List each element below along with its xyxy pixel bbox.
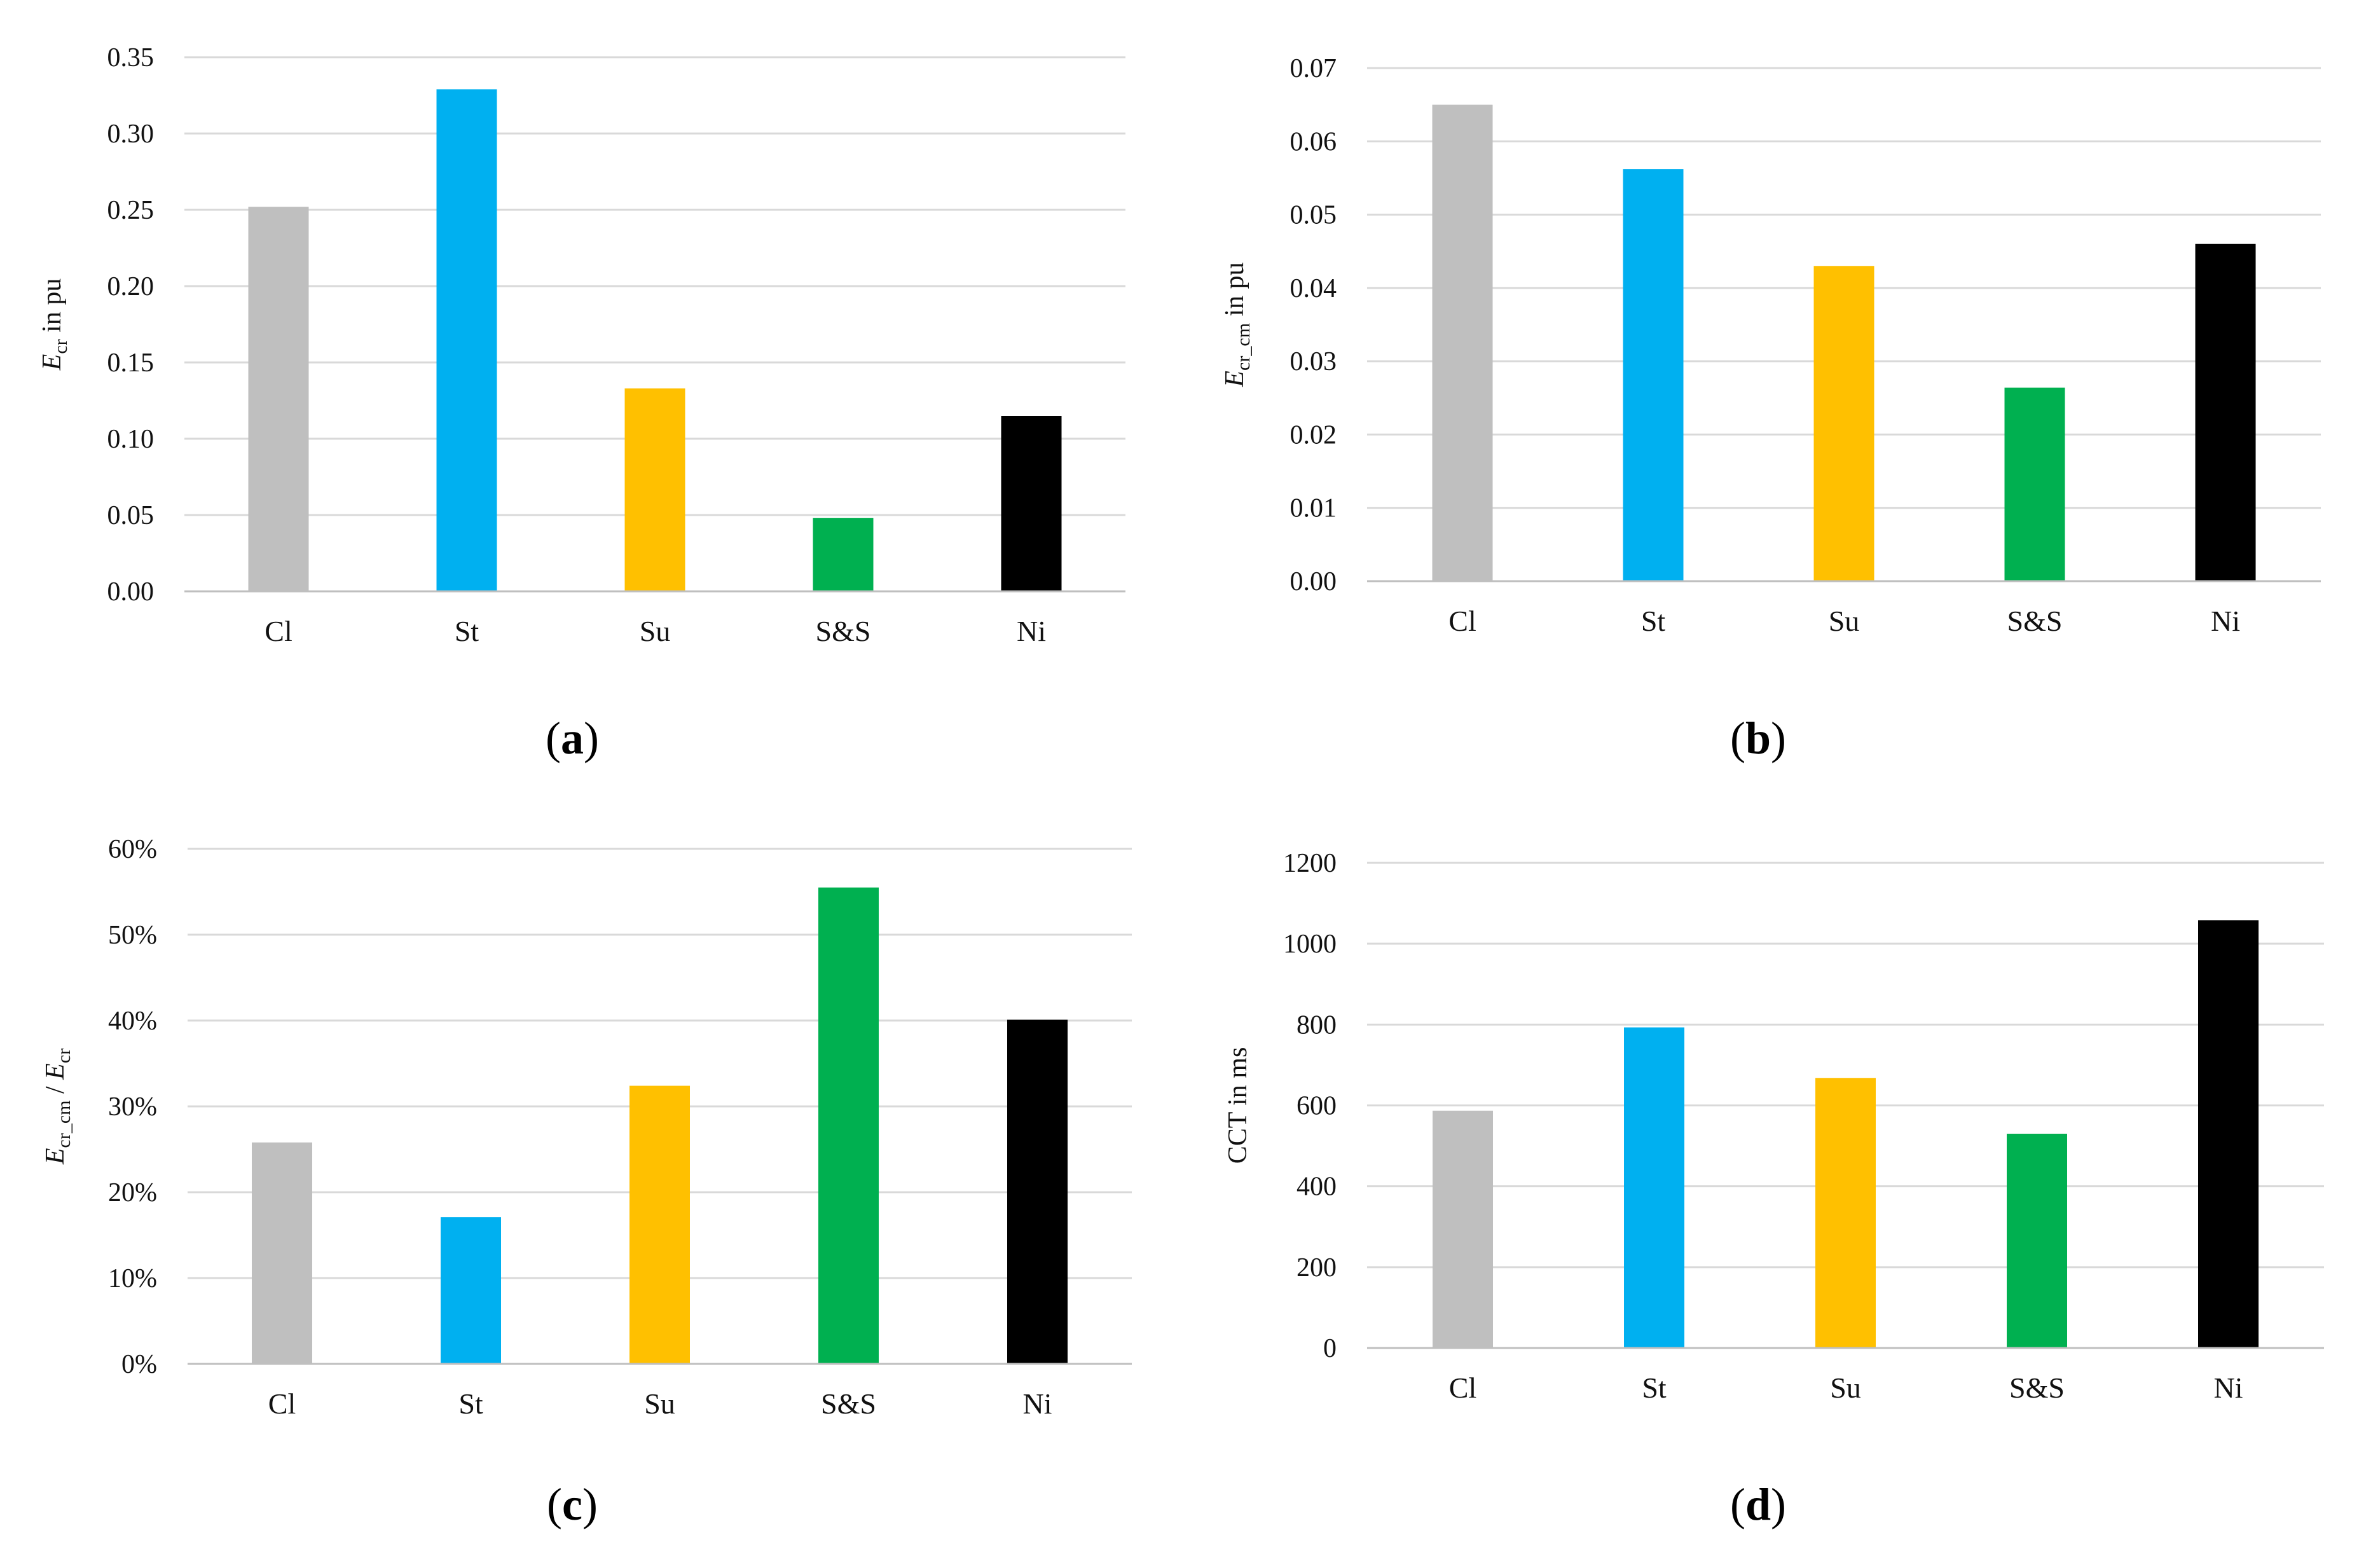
panel-d: 0 200 400 600 800 1000 1200 Cl St Su S&S Ni CCT in m…	[1223, 849, 2324, 1530]
bar-cl	[1432, 104, 1493, 582]
x-tick-label: Ni	[2211, 605, 2240, 637]
x-tick-label: Ni	[2214, 1372, 2243, 1404]
y-label-text: /	[41, 1080, 70, 1101]
y-tick-label: 0.20	[107, 272, 155, 301]
bar-ni	[1007, 1019, 1068, 1364]
panel-label: (a)	[546, 713, 599, 764]
y-tick-label: 60%	[108, 835, 157, 864]
y-tick-label: 200	[1296, 1253, 1337, 1283]
panel-a: 0.00 0.05 0.10 0.15 0.20 0.25 0.30 0.35 Cl St Su S&…	[38, 43, 1125, 764]
y-tick-label: 0.30	[107, 120, 155, 149]
y-label-text: in pu	[1220, 262, 1249, 323]
y-tick-label: 0.00	[1290, 567, 1337, 596]
y-tick-label: 600	[1296, 1092, 1337, 1121]
bar-sands	[2004, 387, 2065, 581]
y-label-symbol: E	[38, 354, 67, 371]
y-tick-label: 0.05	[107, 501, 155, 530]
x-tick-label: Cl	[268, 1387, 296, 1420]
x-tick-label: Su	[1829, 605, 1860, 637]
bar-st	[1624, 1027, 1684, 1348]
y-label-symbol: E	[41, 1148, 70, 1165]
x-tick-label: S&S	[2009, 1372, 2065, 1404]
y-tick-label: 0.03	[1290, 347, 1337, 376]
y-tick-label: 0.06	[1290, 127, 1337, 156]
y-tick-label: 30%	[108, 1092, 157, 1122]
x-tick-label: St	[1642, 1372, 1667, 1404]
x-tick-label: Cl	[1449, 1372, 1476, 1404]
panel-label: (b)	[1730, 713, 1786, 764]
y-tick-label: 50%	[108, 921, 157, 950]
y-label-subscript: cr	[50, 339, 71, 354]
bar-sands	[813, 518, 874, 591]
y-tick-label: 0.07	[1290, 54, 1337, 83]
y-tick-label: 0.15	[107, 348, 155, 378]
y-axis-label: Ecr in pu	[38, 279, 71, 371]
y-tick-label: 0.04	[1290, 274, 1337, 303]
y-tick-label: 40%	[108, 1007, 157, 1036]
panel-label: (c)	[547, 1479, 598, 1530]
panel-b: 0.00 0.01 0.02 0.03 0.04 0.05 0.06 0.07 Cl St Su S&…	[1220, 54, 2321, 764]
x-tick-label: St	[458, 1387, 483, 1420]
x-tick-label: S&S	[821, 1387, 876, 1420]
panel-c: 0% 10% 20% 30% 40% 50% 60% Cl St Su S&S Ni Ecr_cm / …	[41, 835, 1132, 1530]
bar-st	[1623, 169, 1684, 581]
x-tick-label: S&S	[2007, 605, 2063, 637]
y-tick-label: 0.02	[1290, 420, 1337, 450]
y-tick-label: 0.05	[1290, 201, 1337, 230]
x-tick-label: Su	[640, 615, 671, 647]
y-tick-label: 0.10	[107, 425, 155, 454]
y-label-symbol: E	[41, 1063, 70, 1080]
y-tick-label: 0.00	[107, 577, 155, 607]
y-tick-label: 400	[1296, 1173, 1337, 1202]
y-tick-label: 0%	[121, 1350, 157, 1379]
bar-su	[624, 388, 685, 591]
bar-st	[436, 89, 497, 591]
bar-sands	[2007, 1134, 2067, 1348]
bar-su	[629, 1085, 690, 1364]
bar-ni	[2195, 244, 2256, 582]
x-tick-label: Cl	[265, 615, 292, 647]
x-tick-label: Su	[1830, 1372, 1861, 1404]
y-label-subscript: cr_cm	[1233, 323, 1254, 371]
x-tick-label: S&S	[816, 615, 871, 647]
bar-ni	[2198, 920, 2259, 1348]
y-axis-label: CCT in ms	[1223, 1047, 1253, 1164]
y-tick-label: 0.25	[107, 196, 155, 225]
bar-cl	[1433, 1110, 1493, 1348]
y-label-text: in pu	[38, 279, 67, 340]
y-axis-label: Ecr_cm in pu	[1220, 262, 1254, 387]
y-tick-label: 800	[1296, 1010, 1337, 1040]
x-tick-label: St	[1641, 605, 1666, 637]
y-label-subscript: cr_cm	[53, 1101, 74, 1148]
x-tick-label: Ni	[1023, 1387, 1052, 1420]
bar-sands	[818, 887, 879, 1364]
y-tick-label: 1200	[1283, 849, 1337, 878]
bar-ni	[1001, 416, 1062, 591]
y-tick-label: 0	[1323, 1334, 1337, 1363]
x-tick-label: Cl	[1448, 605, 1476, 637]
y-tick-label: 0.35	[107, 43, 155, 72]
bar-su	[1815, 1078, 1876, 1348]
bar-cl	[252, 1142, 312, 1364]
x-tick-label: St	[455, 615, 479, 647]
bar-cl	[248, 207, 309, 591]
y-label-subscript: cr	[53, 1049, 74, 1063]
y-tick-label: 1000	[1283, 930, 1337, 959]
bar-st	[441, 1217, 501, 1364]
y-axis-label: Ecr_cm / Ecr	[41, 1049, 74, 1165]
y-tick-label: 20%	[108, 1178, 157, 1207]
y-tick-label: 10%	[108, 1264, 157, 1293]
y-tick-label: 0.01	[1290, 494, 1337, 523]
bar-su	[1813, 266, 1874, 581]
panel-label: (d)	[1730, 1479, 1786, 1530]
y-label-symbol: E	[1220, 371, 1249, 388]
x-tick-label: Su	[644, 1387, 675, 1420]
y-label-text: CCT in ms	[1223, 1047, 1253, 1164]
x-tick-label: Ni	[1017, 615, 1046, 647]
